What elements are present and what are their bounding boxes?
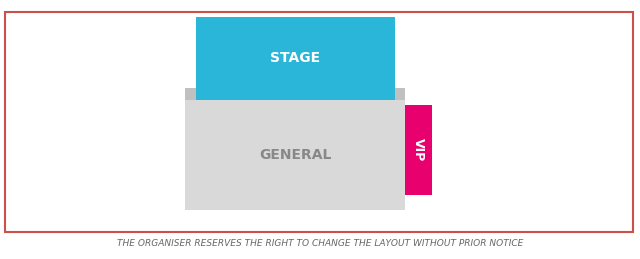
Bar (185, 88, 405, 100)
Bar (185, 100, 405, 210)
Text: STAGE: STAGE (271, 52, 321, 66)
Text: THE ORGANISER RESERVES THE RIGHT TO CHANGE THE LAYOUT WITHOUT PRIOR NOTICE: THE ORGANISER RESERVES THE RIGHT TO CHAN… (117, 240, 523, 248)
Bar (405, 105, 432, 195)
Text: GENERAL: GENERAL (259, 148, 331, 162)
Bar (196, 17, 395, 100)
Text: VIP: VIP (412, 138, 425, 162)
Bar (5, 12, 633, 232)
